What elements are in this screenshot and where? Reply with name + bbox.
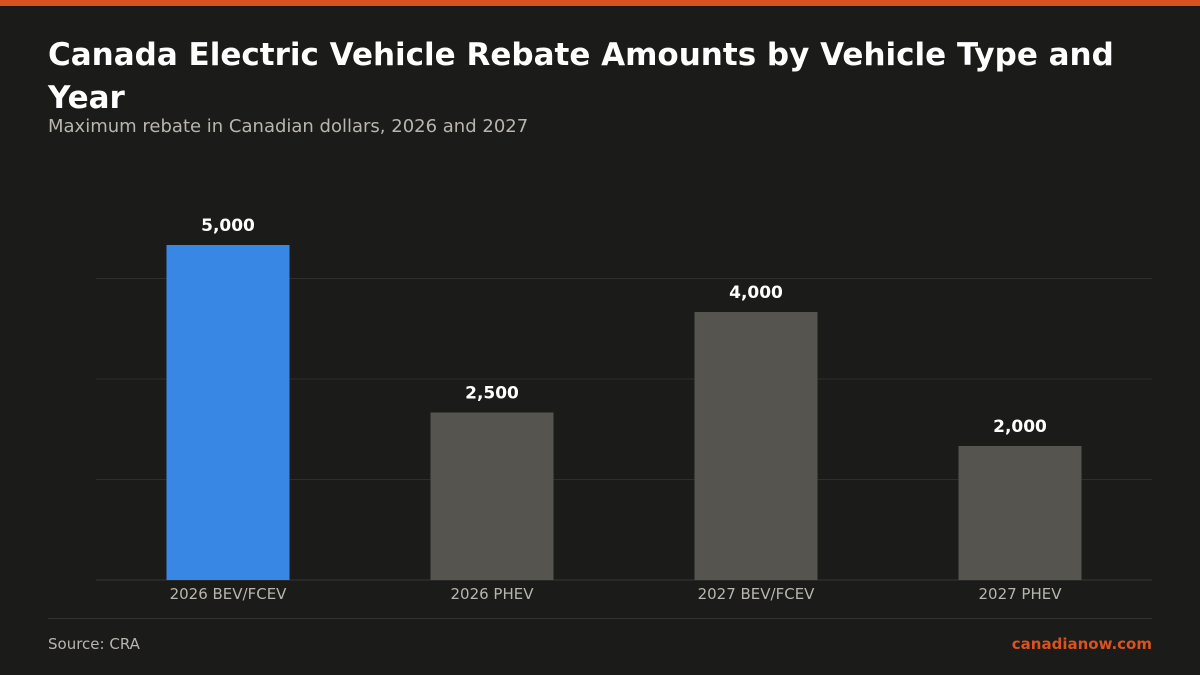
bar — [694, 312, 818, 580]
top-accent-bar — [0, 0, 1200, 6]
x-tick-label: 2027 BEV/FCEV — [698, 585, 816, 603]
bar — [166, 245, 290, 580]
bar — [958, 446, 1082, 580]
bar — [430, 412, 554, 580]
chart-subtitle: Maximum rebate in Canadian dollars, 2026… — [48, 116, 529, 137]
data-label: 5,000 — [201, 216, 255, 236]
footer-divider — [48, 618, 1152, 619]
x-tick-label: 2026 BEV/FCEV — [170, 585, 288, 603]
x-tick-label: 2026 PHEV — [450, 585, 534, 603]
data-label: 2,000 — [993, 417, 1047, 437]
chart-title: Canada Electric Vehicle Rebate Amounts b… — [48, 37, 1114, 116]
data-label: 2,500 — [465, 384, 519, 404]
x-tick-label: 2027 PHEV — [978, 585, 1062, 603]
data-label: 4,000 — [729, 283, 783, 303]
source-note: Source: CRA — [48, 635, 140, 653]
brand-link[interactable]: canadianow.com — [1011, 635, 1152, 653]
